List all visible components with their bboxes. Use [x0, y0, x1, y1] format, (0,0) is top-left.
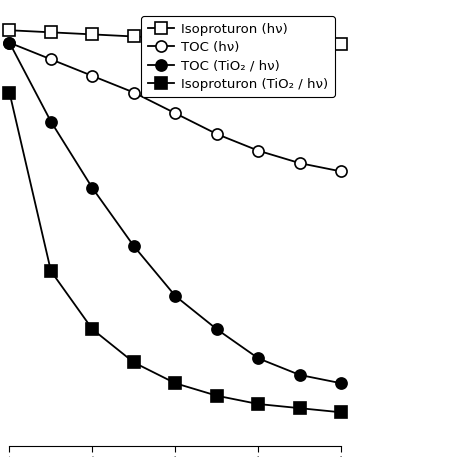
Legend: Isoproturon (hν), TOC (hν), TOC (TiO₂ / hν), Isoproturon (TiO₂ / hν): Isoproturon (hν), TOC (hν), TOC (TiO₂ / …	[141, 16, 335, 97]
